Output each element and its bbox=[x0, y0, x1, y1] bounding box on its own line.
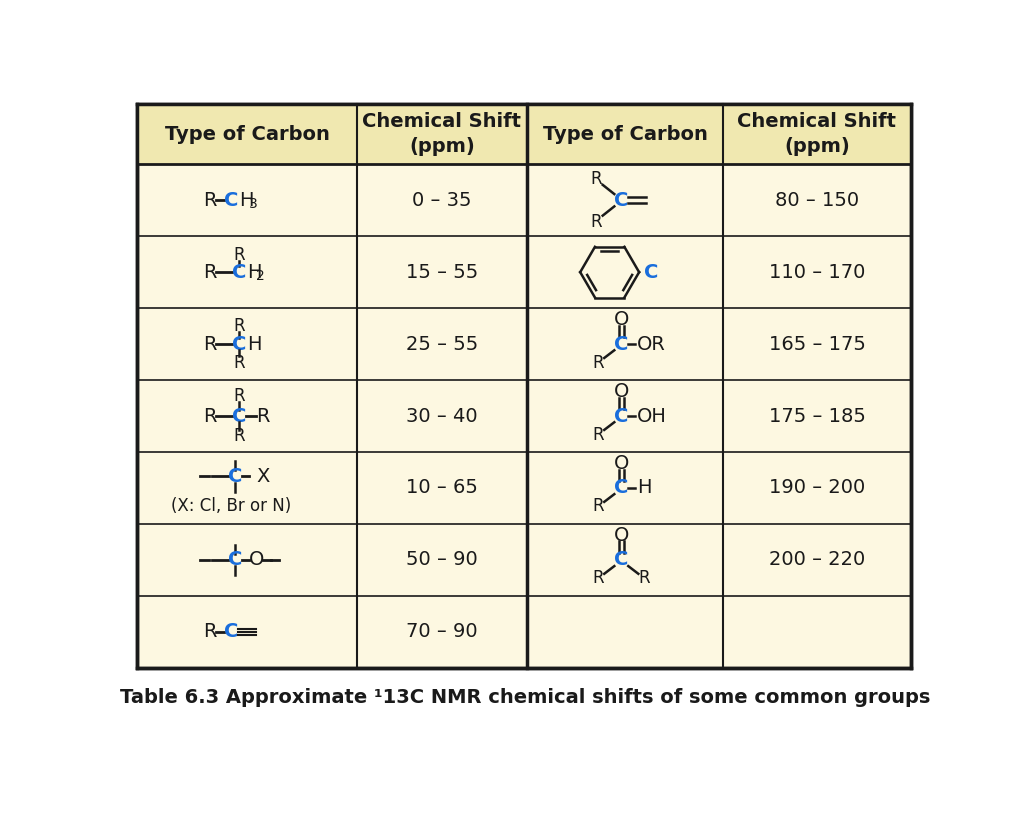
Text: C: C bbox=[232, 263, 247, 282]
Text: C: C bbox=[644, 263, 658, 282]
Text: 10 – 65: 10 – 65 bbox=[406, 479, 478, 498]
Text: H: H bbox=[637, 479, 651, 498]
Text: R: R bbox=[203, 263, 216, 282]
Text: R: R bbox=[233, 387, 245, 405]
Text: H: H bbox=[247, 263, 261, 282]
Text: O: O bbox=[613, 454, 629, 473]
Text: R: R bbox=[592, 354, 604, 372]
Text: R: R bbox=[639, 569, 650, 587]
Text: Type of Carbon: Type of Carbon bbox=[165, 125, 330, 144]
Text: O: O bbox=[613, 382, 629, 401]
Text: Type of Carbon: Type of Carbon bbox=[543, 125, 708, 144]
Text: R: R bbox=[592, 426, 604, 444]
Text: 175 – 185: 175 – 185 bbox=[769, 407, 865, 426]
Text: 80 – 150: 80 – 150 bbox=[775, 190, 859, 210]
Text: C: C bbox=[228, 551, 243, 569]
Text: C: C bbox=[228, 467, 243, 486]
Text: Table 6.3 Approximate ¹13C NMR chemical shifts of some common groups: Table 6.3 Approximate ¹13C NMR chemical … bbox=[120, 688, 930, 707]
Text: Chemical Shift
(ppm): Chemical Shift (ppm) bbox=[362, 112, 521, 156]
Text: R: R bbox=[233, 354, 245, 372]
Text: R: R bbox=[203, 623, 216, 641]
Text: (X: Cl, Br or N): (X: Cl, Br or N) bbox=[171, 497, 292, 515]
Text: C: C bbox=[224, 623, 239, 641]
Text: 0 – 35: 0 – 35 bbox=[412, 190, 472, 210]
Text: 30 – 40: 30 – 40 bbox=[407, 407, 477, 426]
Text: 50 – 90: 50 – 90 bbox=[406, 551, 478, 569]
Text: O: O bbox=[249, 551, 264, 569]
Text: R: R bbox=[592, 569, 604, 587]
Text: C: C bbox=[614, 479, 629, 498]
Text: 3: 3 bbox=[249, 197, 257, 211]
Text: R: R bbox=[233, 317, 245, 335]
Text: R: R bbox=[203, 190, 216, 210]
Text: OR: OR bbox=[637, 335, 666, 354]
Text: C: C bbox=[232, 407, 247, 426]
Text: OH: OH bbox=[637, 407, 667, 426]
Text: 70 – 90: 70 – 90 bbox=[407, 623, 477, 641]
Text: 190 – 200: 190 – 200 bbox=[769, 479, 865, 498]
Text: C: C bbox=[224, 190, 239, 210]
Text: O: O bbox=[613, 526, 629, 545]
Text: C: C bbox=[614, 551, 629, 569]
Text: C: C bbox=[232, 335, 247, 354]
Text: C: C bbox=[614, 335, 629, 354]
Text: R: R bbox=[591, 170, 602, 188]
Text: R: R bbox=[203, 335, 216, 354]
Text: C: C bbox=[614, 190, 629, 210]
Text: H: H bbox=[247, 335, 261, 354]
Text: 2: 2 bbox=[256, 269, 265, 283]
Text: 25 – 55: 25 – 55 bbox=[406, 335, 478, 354]
Text: R: R bbox=[203, 407, 216, 426]
Text: Chemical Shift
(ppm): Chemical Shift (ppm) bbox=[737, 112, 896, 156]
Text: H: H bbox=[240, 190, 254, 210]
Text: R: R bbox=[233, 427, 245, 445]
Bar bbox=[137, 105, 910, 667]
Text: R: R bbox=[592, 498, 604, 516]
Text: R: R bbox=[233, 246, 245, 264]
Text: 15 – 55: 15 – 55 bbox=[406, 263, 478, 282]
Text: R: R bbox=[256, 407, 269, 426]
Text: O: O bbox=[613, 310, 629, 329]
Bar bbox=[137, 105, 910, 164]
Text: 165 – 175: 165 – 175 bbox=[769, 335, 865, 354]
Text: 110 – 170: 110 – 170 bbox=[769, 263, 865, 282]
Text: C: C bbox=[614, 407, 629, 426]
Text: R: R bbox=[591, 212, 602, 230]
Text: X: X bbox=[256, 467, 269, 486]
Text: 200 – 220: 200 – 220 bbox=[769, 551, 865, 569]
